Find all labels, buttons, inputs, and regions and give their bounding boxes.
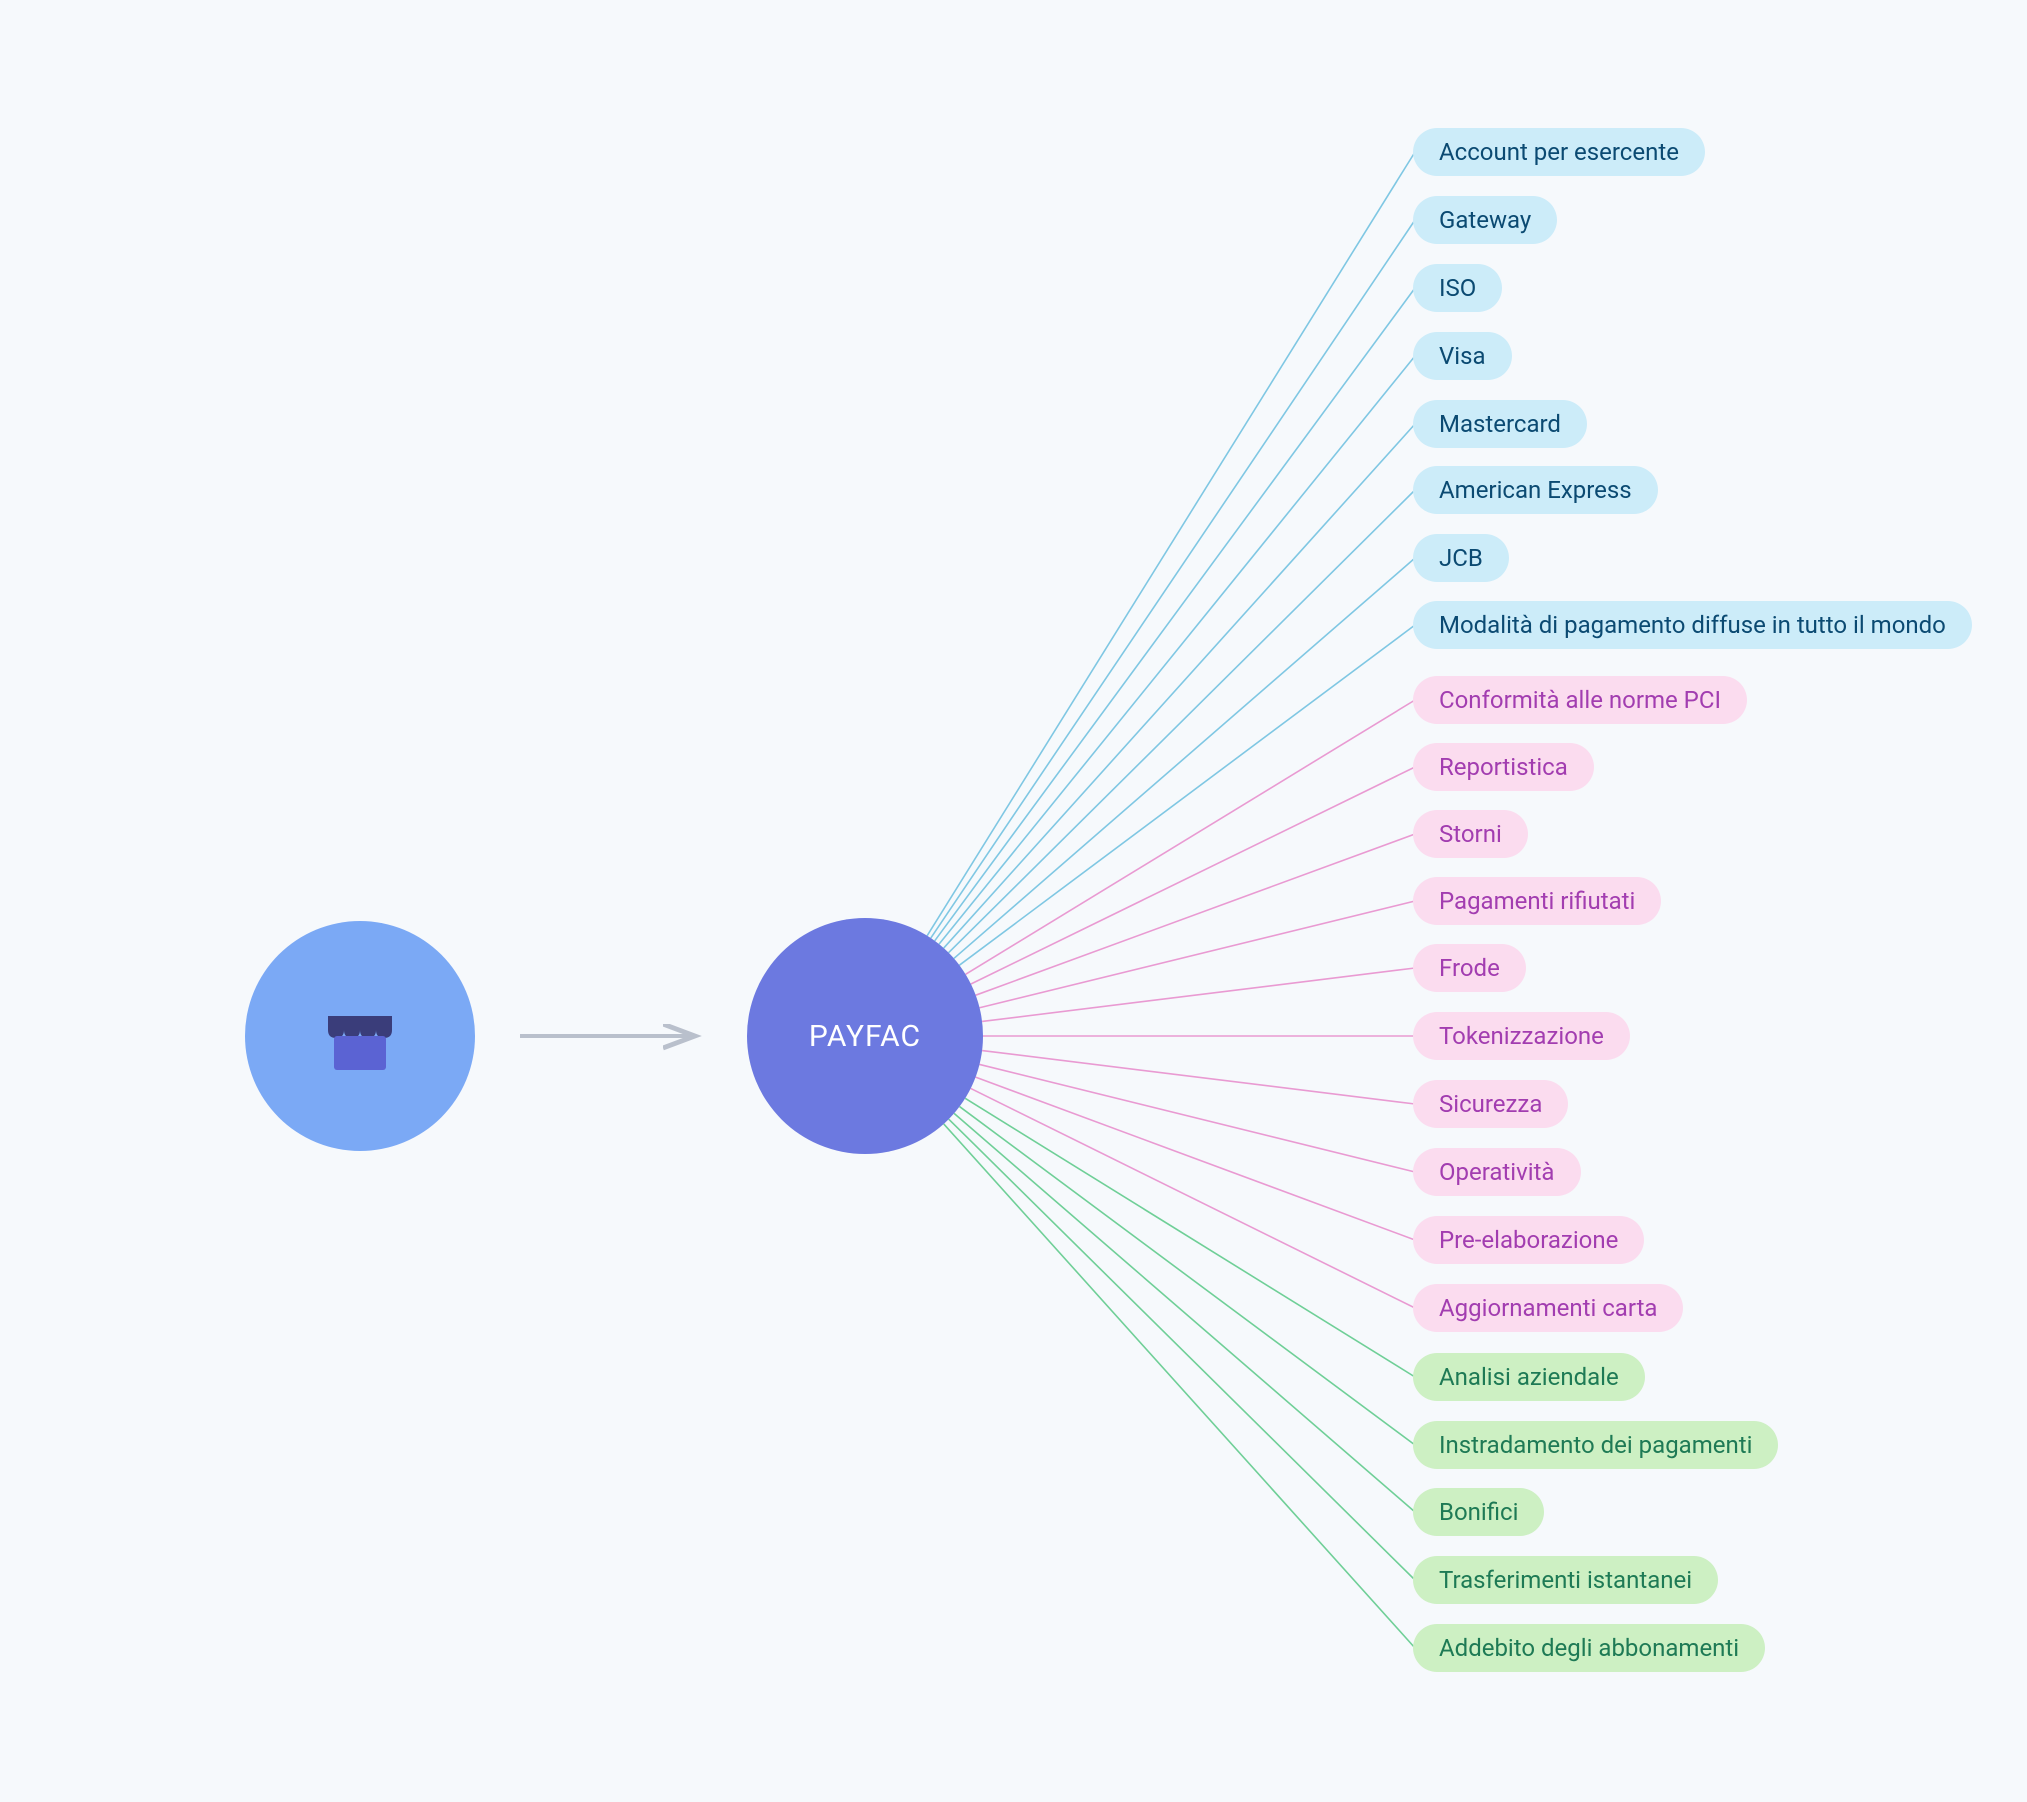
connector-line [976,1077,1415,1240]
connector-line [965,1098,1415,1377]
pill-blue: Account per esercente [1413,128,1705,176]
pill-pink: Reportistica [1413,743,1594,791]
connector-line [954,558,1415,958]
connector-line [944,424,1415,948]
pill-label: JCB [1439,544,1483,572]
pill-label: Mastercard [1439,410,1561,438]
connector-line [935,288,1415,941]
pill-label: Addebito degli abbonamenti [1439,1634,1739,1662]
pill-label: Pagamenti rifiutati [1439,887,1635,915]
pill-label: Pre-elaborazione [1439,1226,1618,1254]
pill-label: Operatività [1439,1158,1555,1186]
connector-line [954,1113,1415,1512]
pill-blue: ISO [1413,264,1502,312]
connector-line [971,767,1415,984]
pill-pink: Storni [1413,810,1528,858]
pill-label: Sicurezza [1439,1090,1542,1118]
pill-label: Conformità alle norme PCI [1439,686,1721,714]
pill-label: Aggiornamenti carta [1439,1294,1657,1322]
connector-line [982,1051,1415,1104]
pill-blue: Modalità di pagamento diffuse in tutto i… [1413,601,1972,649]
pill-label: Account per esercente [1439,138,1679,166]
payfac-node: PAYFAC [747,918,983,1154]
pill-label: Tokenizzazione [1439,1022,1604,1050]
connector-line [966,700,1415,974]
connector-line [980,901,1415,1008]
pill-label: Storni [1439,820,1502,848]
pill-blue: JCB [1413,534,1509,582]
connector-line [949,1119,1415,1580]
pill-blue: American Express [1413,466,1658,514]
connector-line [976,834,1415,995]
payfac-label: PAYFAC [809,1019,921,1054]
connector-line [949,490,1415,953]
pill-label: Trasferimenti istantanei [1439,1566,1692,1594]
connector-line [971,1088,1415,1308]
pill-label: Bonifici [1439,1498,1518,1526]
pill-pink: Sicurezza [1413,1080,1568,1128]
pill-green: Analisi aziendale [1413,1353,1645,1401]
pill-pink: Tokenizzazione [1413,1012,1630,1060]
pill-label: Analisi aziendale [1439,1363,1619,1391]
pill-label: Frode [1439,954,1500,982]
pill-green: Bonifici [1413,1488,1544,1536]
pill-pink: Conformità alle norme PCI [1413,676,1747,724]
pill-label: Gateway [1439,206,1531,234]
pill-label: Instradamento dei pagamenti [1439,1431,1752,1459]
diagram-canvas: PAYFAC Account per esercente Gateway ISO Vi… [0,0,2027,1802]
pill-green: Addebito degli abbonamenti [1413,1624,1765,1672]
pill-label: American Express [1439,476,1632,504]
pill-green: Instradamento dei pagamenti [1413,1421,1778,1469]
connector-line [927,152,1415,936]
pill-label: Modalità di pagamento diffuse in tutto i… [1439,611,1946,639]
connector-line [939,356,1415,944]
connector-line [982,968,1415,1021]
pill-pink: Pagamenti rifiutati [1413,877,1661,925]
pill-label: Reportistica [1439,753,1568,781]
merchant-icon [310,986,410,1086]
pill-pink: Frode [1413,944,1526,992]
merchant-node [245,921,475,1151]
pill-label: Visa [1439,342,1486,370]
connector-lines [0,0,2027,1802]
connector-line [944,1124,1415,1648]
pill-blue: Gateway [1413,196,1557,244]
pill-pink: Operatività [1413,1148,1581,1196]
connector-line [980,1064,1415,1172]
pill-label: ISO [1439,274,1476,302]
pill-pink: Aggiornamenti carta [1413,1284,1683,1332]
pill-blue: Mastercard [1413,400,1587,448]
pill-pink: Pre-elaborazione [1413,1216,1644,1264]
pill-blue: Visa [1413,332,1512,380]
connector-line [931,220,1415,938]
pill-green: Trasferimenti istantanei [1413,1556,1718,1604]
